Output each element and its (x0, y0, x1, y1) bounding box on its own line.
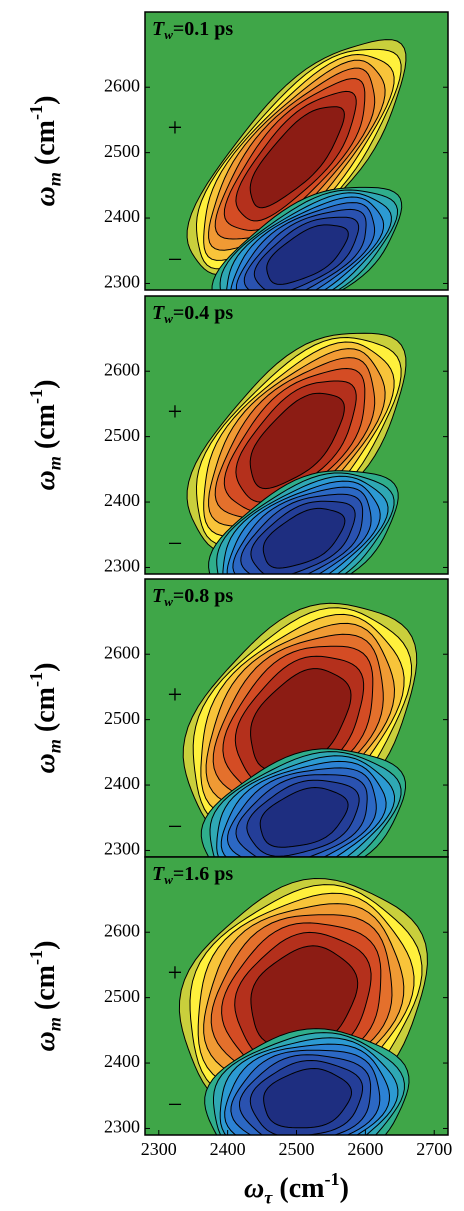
sign-label: + (168, 397, 183, 426)
y-axis-label: ωm (cm-1) (26, 96, 64, 207)
y-axis-label-sup: -1 (26, 672, 46, 687)
panel-title-sub: w (164, 594, 173, 609)
sign-label: − (168, 245, 183, 274)
panel: Tw=0.4 ps + − 2300 2400 2500 2600 ωm (cm-1) (26, 295, 449, 576)
sign-label: + (168, 958, 183, 987)
x-tick-label: 2300 (141, 1139, 177, 1159)
y-axis-label-sup: -1 (26, 389, 46, 404)
y-axis-label: ωm (cm-1) (26, 941, 64, 1052)
y-tick-label: 2500 (104, 986, 140, 1006)
y-tick-label: 2600 (104, 642, 140, 662)
sign-label: − (168, 1090, 183, 1119)
contours (182, 602, 418, 857)
panel-title-rest: =0.1 ps (173, 18, 234, 40)
y-tick-label: 2400 (104, 206, 140, 226)
contour-level (259, 786, 349, 848)
y-axis-label-main: ω (30, 470, 61, 490)
panel-title-rest: =0.4 ps (173, 302, 234, 324)
y-axis-label-main: ω (30, 753, 61, 773)
sign-label: + (168, 113, 183, 142)
sign-label: − (168, 529, 183, 558)
y-axis-label-sup: -1 (26, 950, 46, 965)
x-axis-label-sub: τ (264, 1188, 273, 1208)
x-tick-label: 2700 (416, 1139, 452, 1159)
y-tick-label: 2300 (104, 556, 140, 576)
contour-level (249, 106, 345, 209)
contours (178, 877, 428, 1135)
y-tick-label: 2400 (104, 490, 140, 510)
contours (186, 39, 407, 290)
y-axis-label-rest: (cm (30, 404, 61, 456)
y-tick-label: 2400 (104, 1051, 140, 1071)
panel-title-rest: =1.6 ps (173, 863, 234, 885)
y-tick-label: 2300 (104, 1117, 140, 1137)
panel-title: Tw=0.1 ps (152, 18, 233, 42)
y-axis-label-sup: -1 (26, 105, 46, 120)
y-axis-label-end: ) (30, 941, 61, 950)
y-axis-label-sub: m (45, 739, 65, 753)
contours (186, 332, 407, 574)
panel-title: Tw=0.4 ps (152, 302, 233, 326)
y-axis-label: ωm (cm-1) (26, 380, 64, 491)
y-axis-label-main: ω (30, 1031, 61, 1051)
x-tick-label: 2600 (347, 1139, 383, 1159)
x-axis-label-sup: -1 (324, 1169, 339, 1189)
y-axis-label-end: ) (30, 663, 61, 672)
y-axis-label-end: ) (30, 380, 61, 389)
y-tick-label: 2300 (104, 272, 140, 292)
sign-label: + (168, 680, 183, 709)
panel-title: Tw=1.6 ps (152, 863, 233, 887)
panel-title-sub: w (164, 27, 173, 42)
x-axis-label-end: ) (340, 1173, 349, 1204)
y-axis-label-main: ω (30, 186, 61, 206)
y-axis-label: ωm (cm-1) (26, 663, 64, 774)
y-tick-label: 2300 (104, 839, 140, 859)
y-tick-label: 2500 (104, 141, 140, 161)
plot-frame (144, 295, 449, 575)
panel-title-main: T (152, 18, 165, 40)
x-axis-label: ωτ (cm-1) (244, 1169, 349, 1207)
panel-title-rest: =0.8 ps (173, 585, 234, 607)
y-tick-label: 2500 (104, 425, 140, 445)
panel-title: Tw=0.8 ps (152, 585, 233, 609)
y-axis-label-end: ) (30, 96, 61, 105)
panel-title-main: T (152, 863, 165, 885)
y-axis-label-sub: m (45, 172, 65, 186)
x-axis-label-rest: (cm (272, 1173, 324, 1204)
y-axis-label-rest: (cm (30, 687, 61, 739)
x-axis-label-main: ω (244, 1173, 264, 1204)
panel-title-sub: w (164, 872, 173, 887)
contour-level (266, 224, 349, 285)
panel: Tw=0.1 ps + − 2300 2400 2500 2600 ωm (cm-1) (26, 11, 449, 292)
y-tick-label: 2600 (104, 359, 140, 379)
panel-title-main: T (152, 585, 165, 607)
panel: Tw=0.8 ps + − 2300 2400 2500 2600 ωm (cm-1) (26, 578, 449, 859)
y-tick-label: 2600 (104, 920, 140, 940)
contour-level (262, 507, 346, 569)
x-tick-label: 2500 (279, 1139, 315, 1159)
x-tick-label: 2400 (210, 1139, 246, 1159)
y-tick-label: 2400 (104, 773, 140, 793)
y-axis-label-rest: (cm (30, 965, 61, 1017)
panel-title-main: T (152, 302, 165, 324)
plot-frame (144, 11, 449, 291)
y-axis-label-sub: m (45, 456, 65, 470)
y-tick-label: 2600 (104, 75, 140, 95)
y-axis-label-rest: (cm (30, 120, 61, 172)
panel-title-sub: w (164, 311, 173, 326)
contour-level (249, 392, 345, 490)
y-axis-label-sub: m (45, 1017, 65, 1031)
contour-level (263, 1067, 353, 1129)
sign-label: − (168, 812, 183, 841)
y-tick-label: 2500 (104, 708, 140, 728)
